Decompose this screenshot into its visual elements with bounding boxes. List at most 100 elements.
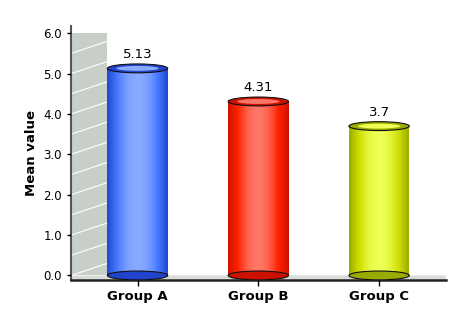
Bar xyxy=(237,101,238,276)
Bar xyxy=(262,101,264,276)
Bar xyxy=(154,68,155,276)
Bar xyxy=(407,126,408,276)
Bar xyxy=(129,68,130,276)
Ellipse shape xyxy=(358,124,400,129)
Bar xyxy=(277,101,278,276)
Bar xyxy=(136,68,137,276)
Bar xyxy=(127,68,128,276)
Bar xyxy=(389,126,390,276)
Bar xyxy=(400,126,401,276)
Bar xyxy=(355,126,356,276)
Bar xyxy=(399,126,400,276)
Bar xyxy=(122,68,123,276)
Bar xyxy=(367,126,368,276)
Bar xyxy=(119,68,120,276)
Bar xyxy=(267,101,268,276)
Bar xyxy=(128,68,129,276)
Bar xyxy=(276,101,277,276)
Bar xyxy=(115,68,117,276)
Bar xyxy=(260,101,261,276)
Bar xyxy=(250,101,251,276)
Bar xyxy=(353,126,354,276)
Text: 3.7: 3.7 xyxy=(369,106,390,119)
Bar xyxy=(374,126,375,276)
Bar xyxy=(393,126,394,276)
Bar xyxy=(133,68,134,276)
Bar xyxy=(274,101,275,276)
Bar xyxy=(286,101,288,276)
Bar xyxy=(257,101,258,276)
Bar xyxy=(384,126,385,276)
Bar xyxy=(111,68,112,276)
Bar xyxy=(352,126,353,276)
Ellipse shape xyxy=(349,271,410,280)
Bar xyxy=(394,126,395,276)
Bar xyxy=(264,101,265,276)
Bar xyxy=(164,68,165,276)
Bar xyxy=(228,101,229,276)
Ellipse shape xyxy=(107,64,168,73)
Text: 4.31: 4.31 xyxy=(244,81,273,94)
Bar xyxy=(268,101,269,276)
Bar xyxy=(272,101,273,276)
Bar xyxy=(375,126,376,276)
Bar xyxy=(356,126,357,276)
Bar xyxy=(150,68,151,276)
Bar xyxy=(143,68,144,276)
Bar xyxy=(395,126,396,276)
Polygon shape xyxy=(71,276,446,283)
Bar xyxy=(233,101,234,276)
Bar xyxy=(284,101,285,276)
Bar xyxy=(149,68,150,276)
Bar xyxy=(385,126,386,276)
Bar xyxy=(273,101,274,276)
Bar xyxy=(159,68,160,276)
Bar xyxy=(158,68,159,276)
Bar xyxy=(283,101,284,276)
Bar xyxy=(157,68,158,276)
Bar xyxy=(373,126,374,276)
Bar xyxy=(408,126,410,276)
Bar xyxy=(363,126,364,276)
Bar xyxy=(364,126,365,276)
Bar xyxy=(161,68,162,276)
Bar xyxy=(230,101,231,276)
Bar xyxy=(141,68,142,276)
Bar xyxy=(378,126,379,276)
Bar xyxy=(236,101,237,276)
Bar xyxy=(130,68,131,276)
Bar xyxy=(259,101,260,276)
Bar xyxy=(387,126,388,276)
Bar xyxy=(372,126,373,276)
Bar xyxy=(155,68,157,276)
Ellipse shape xyxy=(117,66,159,71)
Bar xyxy=(126,68,127,276)
Bar xyxy=(121,68,122,276)
Bar xyxy=(166,68,167,276)
Bar xyxy=(282,101,283,276)
Bar xyxy=(288,101,289,276)
Bar xyxy=(244,101,245,276)
Bar xyxy=(265,101,266,276)
Bar xyxy=(397,126,398,276)
Bar xyxy=(139,68,141,276)
Bar xyxy=(266,101,267,276)
Bar xyxy=(242,101,243,276)
Bar xyxy=(270,101,272,276)
Bar xyxy=(398,126,399,276)
Bar xyxy=(405,126,406,276)
Bar xyxy=(370,126,371,276)
Ellipse shape xyxy=(349,122,410,131)
Bar xyxy=(117,68,118,276)
Bar xyxy=(167,68,168,276)
Bar xyxy=(362,126,363,276)
Bar xyxy=(366,126,367,276)
Bar xyxy=(235,101,236,276)
Bar xyxy=(351,126,352,276)
Bar xyxy=(285,101,286,276)
Bar xyxy=(112,68,113,276)
Ellipse shape xyxy=(228,97,289,106)
Bar xyxy=(118,68,119,276)
Bar xyxy=(249,101,250,276)
Bar xyxy=(253,101,255,276)
